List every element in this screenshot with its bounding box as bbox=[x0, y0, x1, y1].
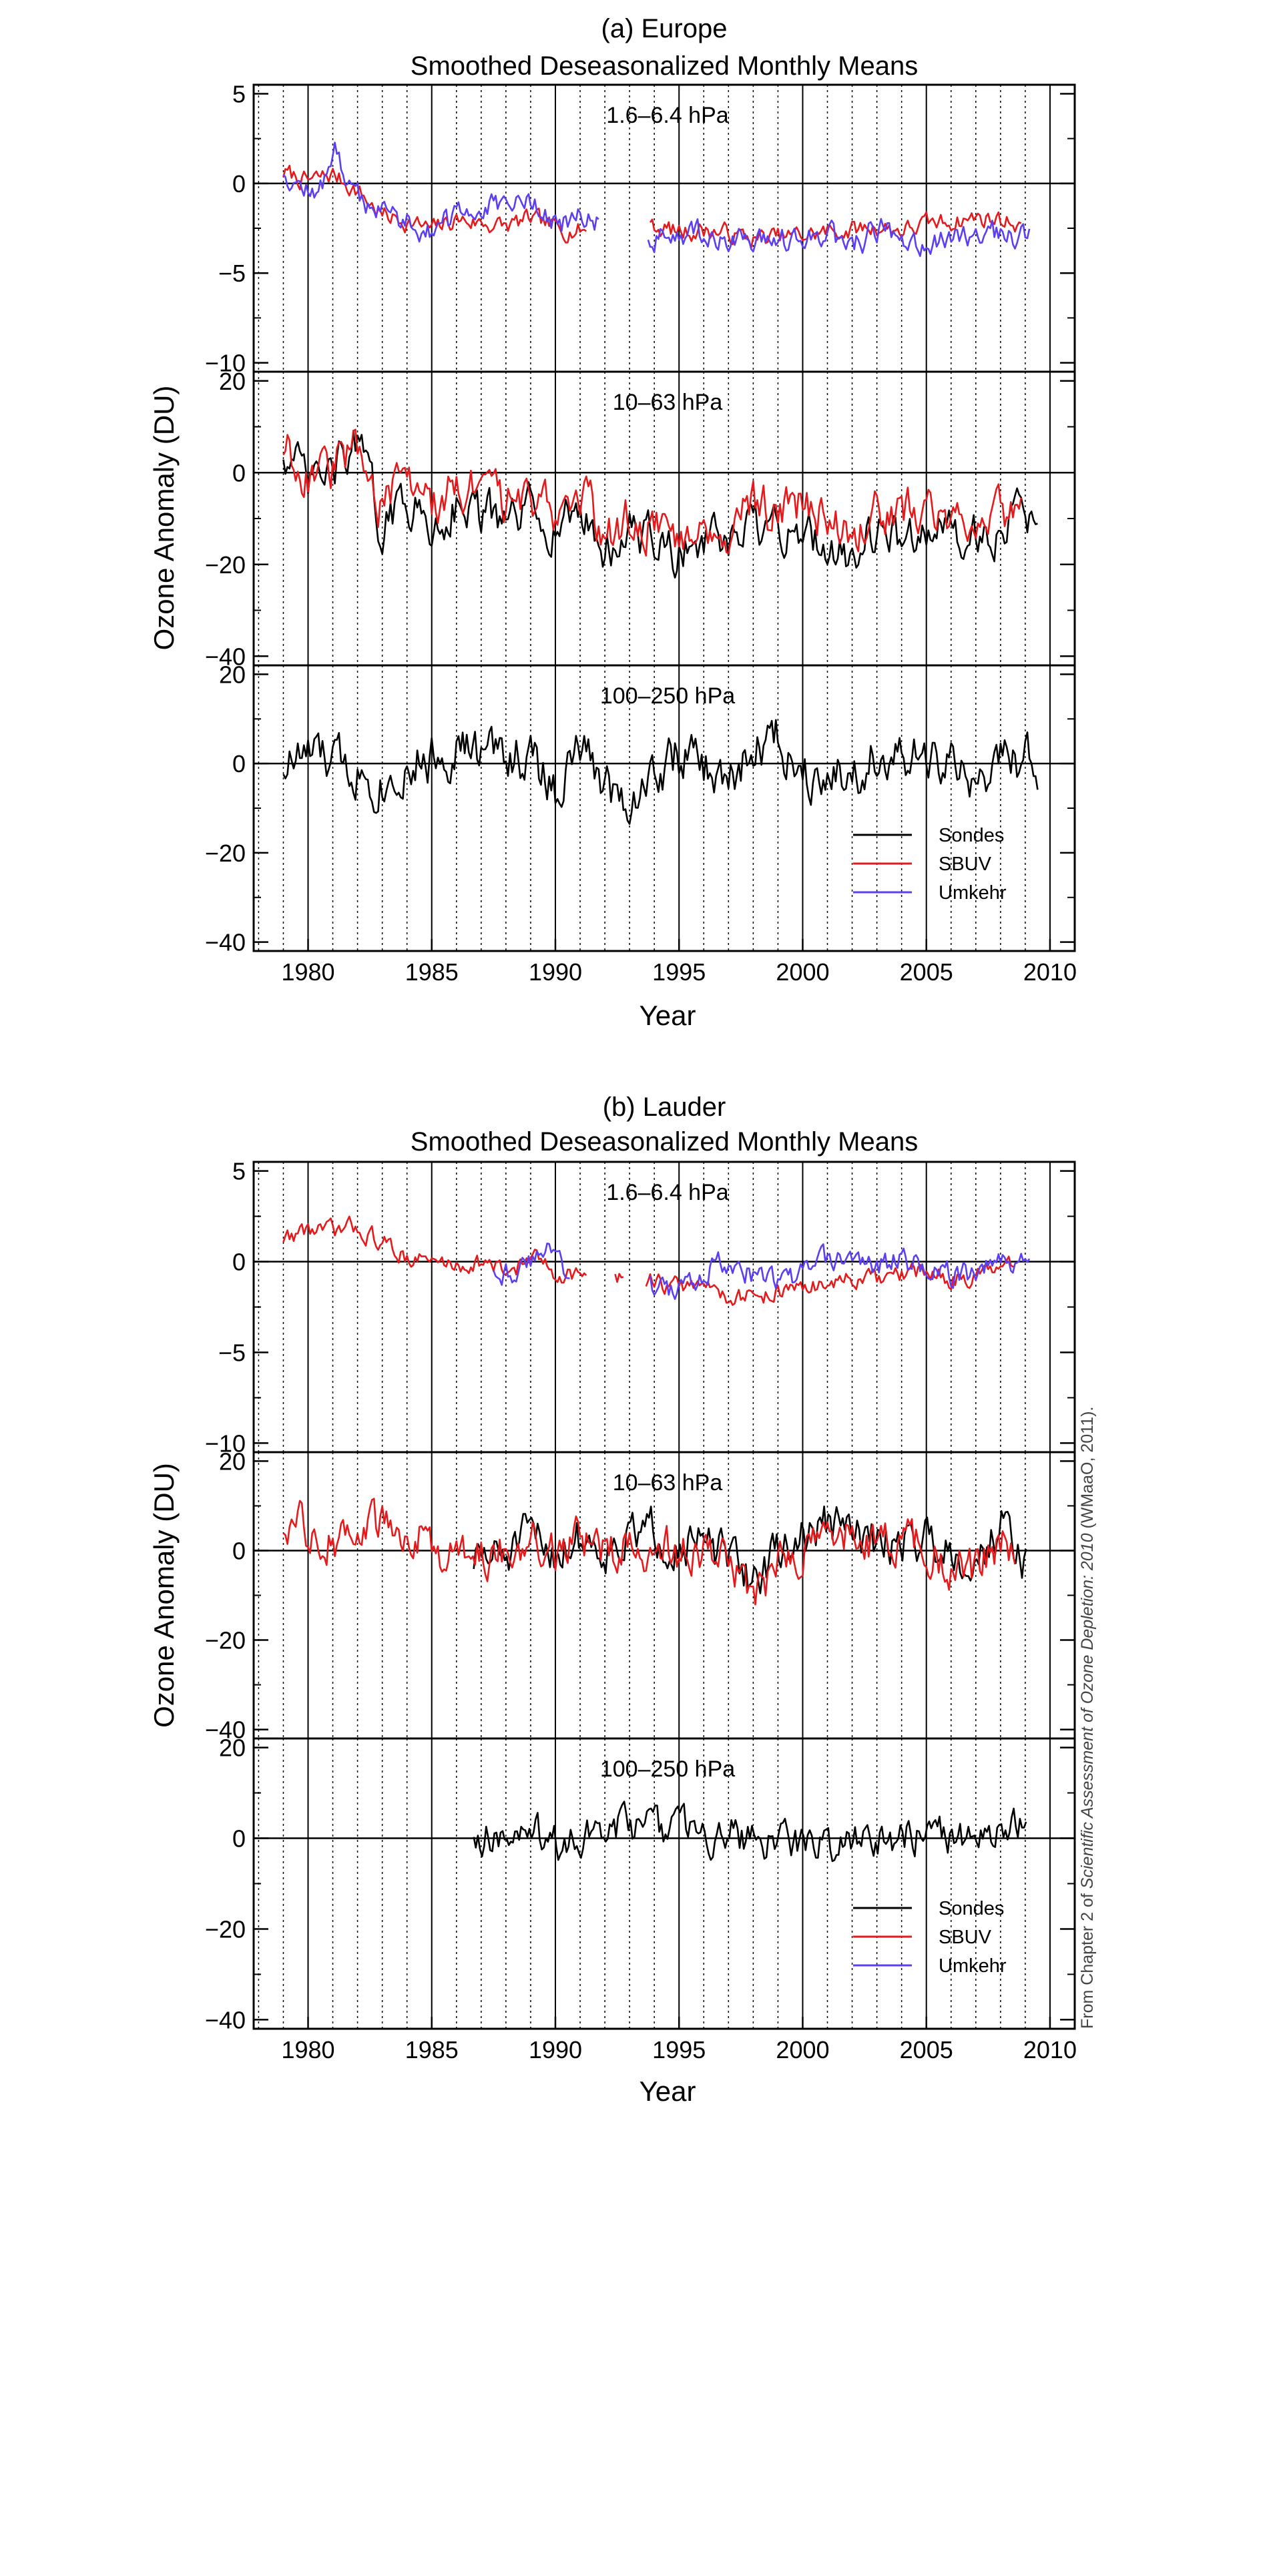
y-tick-label: −5 bbox=[218, 260, 246, 287]
panel-label: 100–250 hPa bbox=[600, 1756, 735, 1782]
panel-1-0: 5 0 −5 −10 1.6–6.4 hPa bbox=[205, 1158, 1076, 1457]
x-tick-label: 1980 bbox=[281, 2036, 334, 2063]
credit-suffix: (WMaaO, 2011). bbox=[1078, 1406, 1097, 1534]
panel-label: 1.6–6.4 hPa bbox=[606, 103, 728, 128]
series-sbuv bbox=[282, 428, 1022, 557]
series-sbuv bbox=[282, 1215, 1015, 1306]
y-tick-label: −40 bbox=[205, 2006, 246, 2033]
y-tick-label: −40 bbox=[205, 929, 246, 956]
series-sondes bbox=[282, 430, 1038, 579]
x-tick-label: 2010 bbox=[1023, 958, 1077, 986]
chart-0: (a) Europe Smoothed Deseasonalized Monthl… bbox=[148, 14, 1077, 1031]
legend-label-umkehr: Umkehr bbox=[939, 1955, 1007, 1977]
y-tick-label: −20 bbox=[205, 1627, 246, 1654]
panel-0-1: 20 0 −20 −40 10–63 hPa bbox=[205, 368, 1076, 670]
panel-frame bbox=[252, 664, 1076, 952]
legend-label-sondes: Sondes bbox=[939, 1898, 1004, 1919]
y-tick-label: 20 bbox=[219, 1734, 246, 1762]
x-tick-label: 1995 bbox=[652, 958, 706, 986]
panel-0-2: 20 0 −20 −40 100–250 hPa bbox=[205, 661, 1076, 956]
x-tick-label: 1990 bbox=[529, 2036, 582, 2063]
x-axis-label: Year bbox=[640, 1000, 696, 1031]
panel-label: 100–250 hPa bbox=[600, 683, 735, 709]
x-tick-label: 2005 bbox=[900, 958, 953, 986]
credit-italic: Scientific Assessment of Ozone Depletion… bbox=[1078, 1533, 1097, 1889]
y-tick-label: −20 bbox=[205, 551, 246, 579]
legend-label-sondes: Sondes bbox=[939, 825, 1004, 846]
y-tick-label: −40 bbox=[205, 643, 246, 670]
x-tick-label: 2010 bbox=[1023, 2036, 1077, 2063]
y-tick-label: 0 bbox=[232, 1825, 246, 1853]
y-tick-label: 0 bbox=[232, 1537, 246, 1564]
y-tick-label: 5 bbox=[232, 80, 246, 107]
chart-subtitle: Smoothed Deseasonalized Monthly Means bbox=[411, 51, 918, 81]
x-tick-label: 2000 bbox=[776, 958, 829, 986]
y-tick-label: 20 bbox=[219, 368, 246, 395]
credit-prefix: From Chapter 2 of bbox=[1078, 1889, 1097, 2029]
series-umkehr bbox=[282, 141, 1031, 258]
panel-label: 1.6–6.4 hPa bbox=[606, 1180, 728, 1205]
chart-subtitle: Smoothed Deseasonalized Monthly Means bbox=[411, 1127, 918, 1157]
y-tick-label: 0 bbox=[232, 750, 246, 777]
y-tick-label: 0 bbox=[232, 1249, 246, 1276]
legend-label-sbuv: SBUV bbox=[939, 1927, 992, 1948]
x-axis-label: Year bbox=[640, 2075, 696, 2107]
chart-1: (b) Lauder Smoothed Deseasonalized Monthl… bbox=[148, 1092, 1077, 2107]
chart-title: (b) Lauder bbox=[603, 1092, 726, 1122]
panel-frame bbox=[252, 1737, 1076, 2030]
series-sbuv bbox=[282, 164, 1022, 249]
y-tick-label: −10 bbox=[205, 1429, 246, 1457]
y-tick-label: 20 bbox=[219, 1447, 246, 1475]
y-tick-label: 0 bbox=[232, 459, 246, 487]
series-sondes bbox=[282, 719, 1039, 825]
x-tick-label: 1980 bbox=[281, 958, 334, 986]
panel-label: 10–63 hPa bbox=[613, 1470, 723, 1496]
y-tick-label: −10 bbox=[205, 350, 246, 377]
y-tick-label: −20 bbox=[205, 1915, 246, 1943]
y-axis-label: Ozone Anomaly (DU) bbox=[148, 386, 180, 651]
series-sbuv bbox=[282, 1498, 1016, 1606]
x-tick-label: 1995 bbox=[652, 2036, 706, 2063]
x-tick-label: 1985 bbox=[405, 2036, 459, 2063]
panel-0-0: 5 0 −5 −10 1.6–6.4 hPa bbox=[205, 80, 1076, 377]
legend-label-sbuv: SBUV bbox=[939, 854, 992, 875]
panel-1-1: 20 0 −20 −40 10–63 hPa bbox=[205, 1447, 1076, 1744]
x-tick-label: 1990 bbox=[529, 958, 582, 986]
chart-title: (a) Europe bbox=[601, 14, 728, 43]
x-tick-label: 1985 bbox=[405, 958, 459, 986]
series-umkehr bbox=[493, 1243, 1031, 1300]
y-tick-label: 5 bbox=[232, 1158, 246, 1185]
y-tick-label: −40 bbox=[205, 1716, 246, 1744]
x-tick-label: 2000 bbox=[776, 2036, 829, 2063]
y-tick-label: −5 bbox=[218, 1339, 246, 1366]
y-tick-label: 0 bbox=[232, 170, 246, 198]
panel-1-2: 20 0 −20 −40 100–250 hPa bbox=[205, 1734, 1076, 2033]
y-tick-label: 20 bbox=[219, 661, 246, 688]
credit-note: From Chapter 2 of Scientific Assessment … bbox=[1078, 1407, 1098, 2049]
legend-label-umkehr: Umkehr bbox=[939, 882, 1007, 904]
series-sondes bbox=[473, 1801, 1027, 1863]
panel-label: 10–63 hPa bbox=[613, 390, 723, 415]
y-axis-label: Ozone Anomaly (DU) bbox=[148, 1463, 180, 1728]
y-tick-label: −20 bbox=[205, 840, 246, 867]
x-tick-label: 2005 bbox=[900, 2036, 953, 2063]
